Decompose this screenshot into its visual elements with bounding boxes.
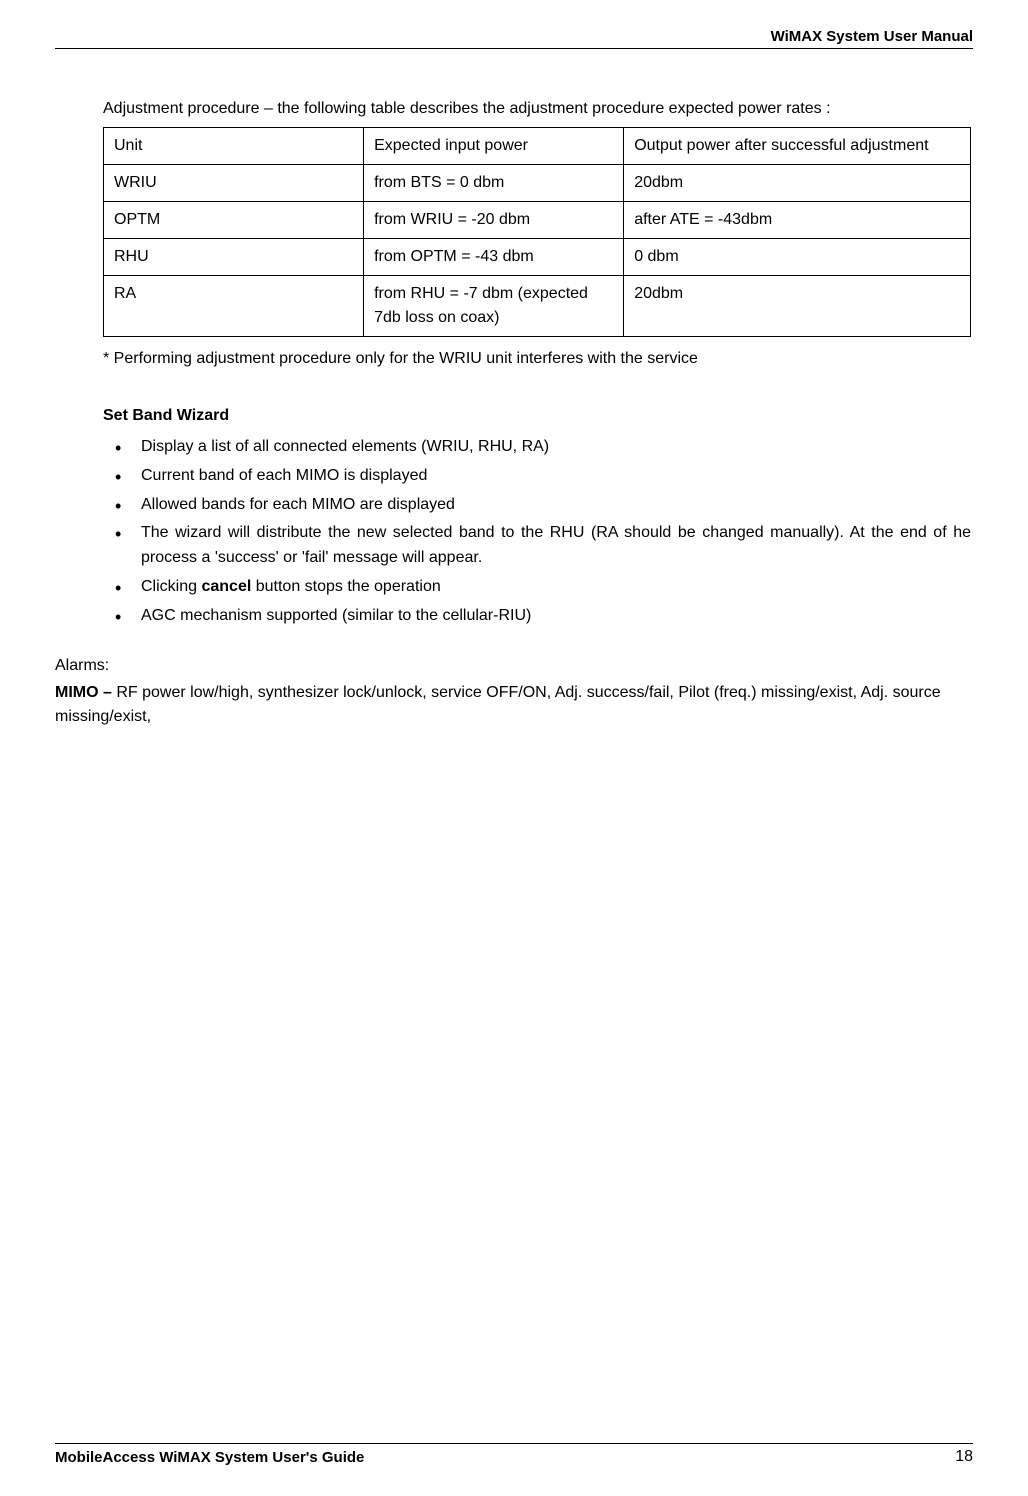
bullet-bold: cancel xyxy=(201,578,251,595)
list-item: Current band of each MIMO is displayed xyxy=(103,464,971,489)
page-content: Adjustment procedure – the following tab… xyxy=(55,49,973,1443)
table-cell: RA xyxy=(104,276,364,337)
table-row: RHU from OPTM = -43 dbm 0 dbm xyxy=(104,239,971,276)
table-cell: WRIU xyxy=(104,165,364,202)
table-cell: from WRIU = -20 dbm xyxy=(364,202,624,239)
table-row: OPTM from WRIU = -20 dbm after ATE = -43… xyxy=(104,202,971,239)
table-row: WRIU from BTS = 0 dbm 20dbm xyxy=(104,165,971,202)
page-number: 18 xyxy=(955,1448,973,1466)
table-row: RA from RHU = -7 dbm (expected 7db loss … xyxy=(104,276,971,337)
alarms-body: RF power low/high, synthesizer lock/unlo… xyxy=(55,684,941,725)
page-header: WiMAX System User Manual xyxy=(55,28,973,49)
table-cell: 20dbm xyxy=(624,165,971,202)
table-cell: from BTS = 0 dbm xyxy=(364,165,624,202)
alarms-label: Alarms: xyxy=(55,657,971,675)
list-item: AGC mechanism supported (similar to the … xyxy=(103,604,971,629)
table-header-expected: Expected input power xyxy=(364,128,624,165)
section-heading: Set Band Wizard xyxy=(103,407,971,425)
table-cell: 0 dbm xyxy=(624,239,971,276)
table-cell: from OPTM = -43 dbm xyxy=(364,239,624,276)
list-item: Allowed bands for each MIMO are displaye… xyxy=(103,493,971,518)
page-footer: MobileAccess WiMAX System User's Guide 1… xyxy=(55,1443,973,1466)
table-cell: RHU xyxy=(104,239,364,276)
table-cell: from RHU = -7 dbm (expected 7db loss on … xyxy=(364,276,624,337)
power-table: Unit Expected input power Output power a… xyxy=(103,127,971,337)
alarms-text: MIMO – RF power low/high, synthesizer lo… xyxy=(55,681,971,729)
list-item: Clicking cancel button stops the operati… xyxy=(103,575,971,600)
table-cell: OPTM xyxy=(104,202,364,239)
table-cell: after ATE = -43dbm xyxy=(624,202,971,239)
table-header-output: Output power after successful adjustment xyxy=(624,128,971,165)
bullet-prefix: Clicking xyxy=(141,578,201,595)
list-item: Display a list of all connected elements… xyxy=(103,435,971,460)
bullet-list: Display a list of all connected elements… xyxy=(103,435,971,629)
bullet-suffix: button stops the operation xyxy=(251,578,440,595)
table-cell: 20dbm xyxy=(624,276,971,337)
header-title: WiMAX System User Manual xyxy=(771,28,973,45)
footer-guide-title: MobileAccess WiMAX System User's Guide xyxy=(55,1449,364,1466)
alarms-bold: MIMO – xyxy=(55,684,116,701)
intro-text: Adjustment procedure – the following tab… xyxy=(103,97,971,121)
list-item: The wizard will distribute the new selec… xyxy=(103,521,971,571)
note-text: * Performing adjustment procedure only f… xyxy=(103,347,971,371)
table-header-row: Unit Expected input power Output power a… xyxy=(104,128,971,165)
table-header-unit: Unit xyxy=(104,128,364,165)
